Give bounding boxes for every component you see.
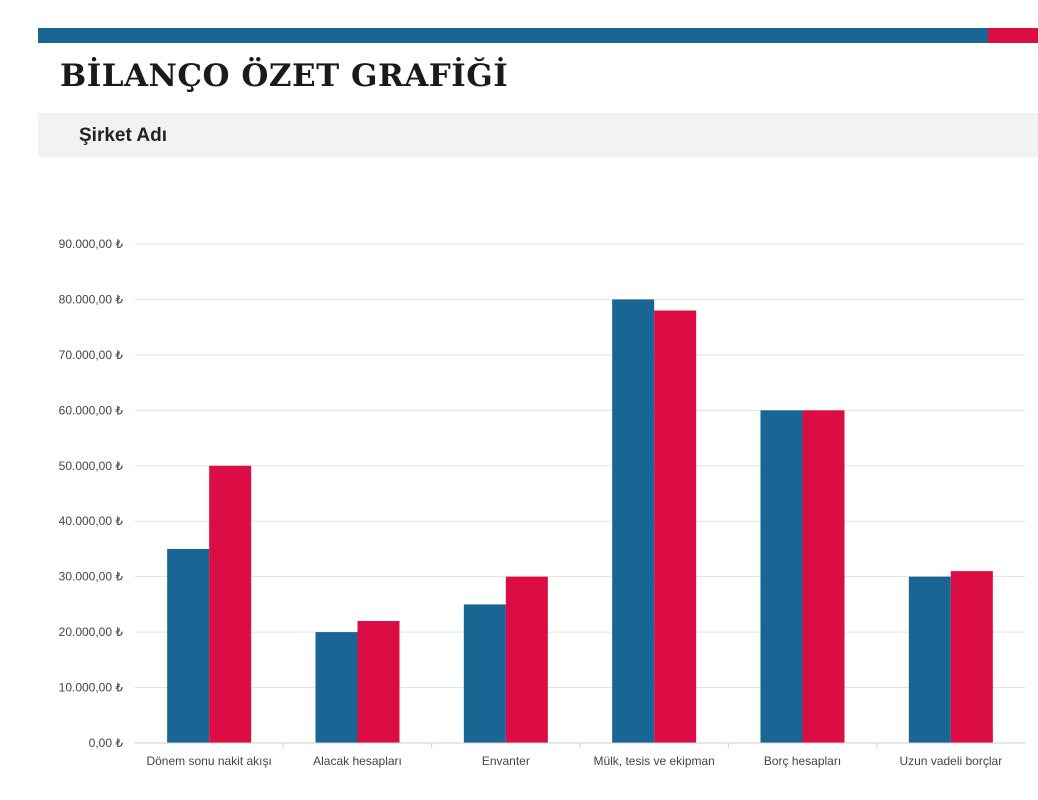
bar-series-1 (612, 299, 655, 743)
y-tick-label: 0,00 ₺ (89, 736, 124, 750)
x-tick-label: Borç hesapları (764, 754, 841, 768)
page-title: BİLANÇO ÖZET GRAFİĞİ (60, 58, 509, 94)
y-tick-label: 90.000,00 ₺ (59, 237, 124, 251)
x-tick-label: Mülk, tesis ve ekipman (593, 754, 714, 768)
bar-series-2 (950, 571, 993, 743)
x-axis-ticks: Dönem sonu nakit akışı Alacak hesapları En… (146, 754, 1002, 768)
bar-series-2 (654, 310, 697, 743)
x-tick-label: Uzun vadeli borçlar (899, 754, 1002, 768)
subtitle-band: Şirket Adı (38, 113, 1038, 157)
bar-series-2 (505, 576, 548, 743)
x-axis (135, 742, 1025, 748)
y-tick-label: 20.000,00 ₺ (59, 625, 124, 639)
x-tick-label: Dönem sonu nakit akışı (146, 754, 271, 768)
bar-series-2 (357, 621, 400, 743)
y-axis-ticks: 0,00 ₺ 10.000,00 ₺ 20.000,00 ₺ 30.000,00 ₺ 4… (59, 237, 124, 750)
bar-series-1 (463, 604, 506, 743)
y-tick-label: 40.000,00 ₺ (59, 514, 124, 528)
company-name: Şirket Adı (79, 125, 167, 146)
x-tick-label: Envanter (482, 754, 530, 768)
y-tick-label: 50.000,00 ₺ (59, 459, 124, 473)
x-tick-label: Alacak hesapları (313, 754, 402, 768)
bars (167, 299, 993, 743)
y-tick-label: 70.000,00 ₺ (59, 348, 124, 362)
y-tick-label: 30.000,00 ₺ (59, 570, 124, 584)
y-tick-label: 60.000,00 ₺ (59, 403, 124, 417)
bar-series-1 (908, 576, 951, 743)
y-tick-label: 10.000,00 ₺ (59, 681, 124, 695)
gridlines (135, 243, 1025, 689)
bar-series-1 (760, 410, 803, 743)
bar-series-1 (315, 632, 358, 743)
header-accent-bar (38, 28, 988, 43)
header-accent-bar-red (988, 28, 1038, 43)
bar-series-2 (802, 410, 845, 743)
y-tick-label: 80.000,00 ₺ (59, 292, 124, 306)
bar-series-2 (209, 465, 252, 743)
bar-series-1 (167, 548, 210, 743)
